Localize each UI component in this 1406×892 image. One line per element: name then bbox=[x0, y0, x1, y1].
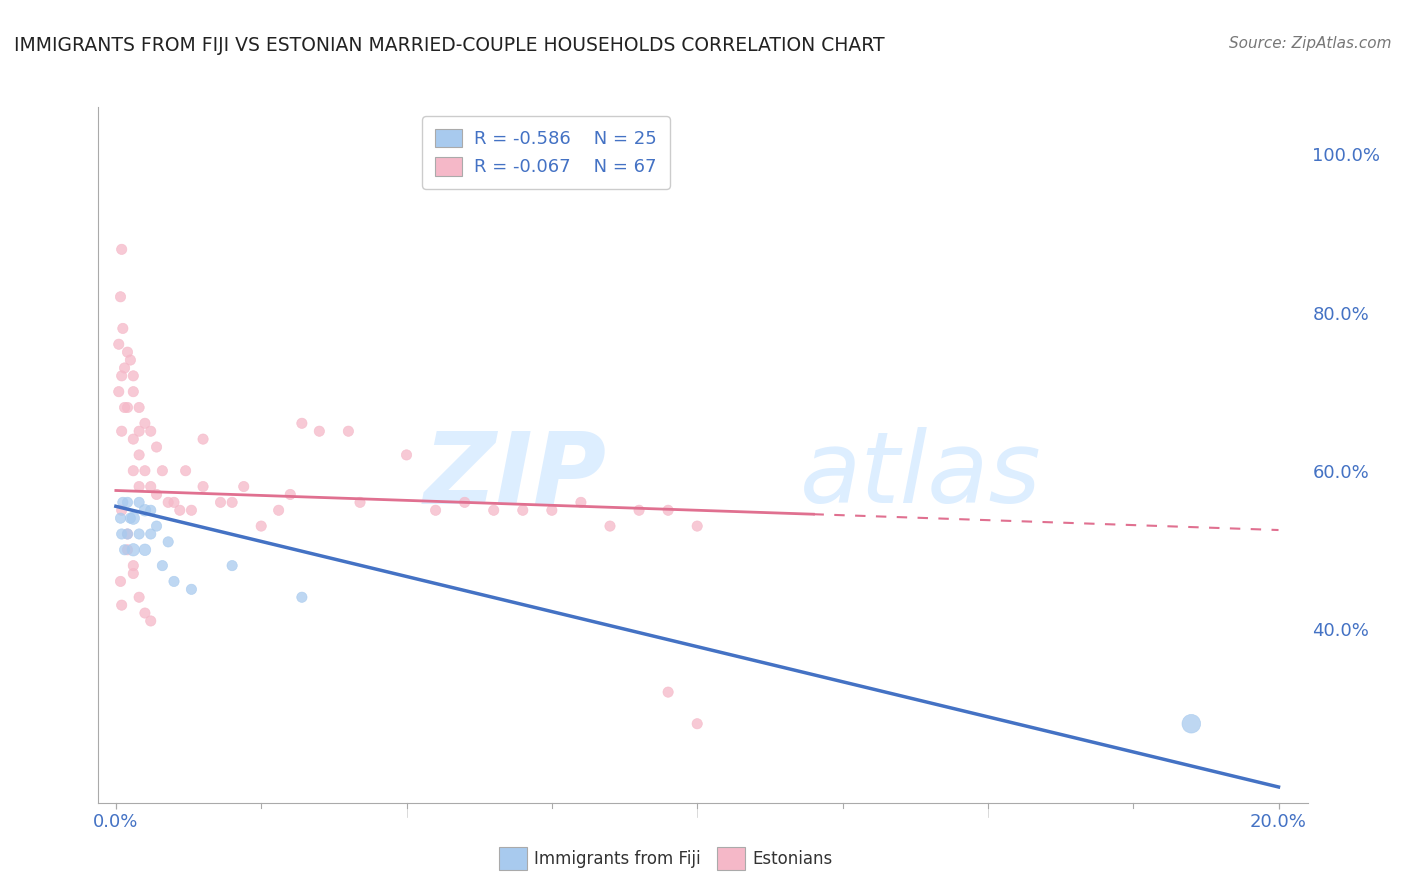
Point bbox=[453, 495, 475, 509]
Point bbox=[278, 487, 301, 501]
Point bbox=[122, 368, 145, 383]
Point bbox=[657, 685, 679, 699]
Point bbox=[221, 495, 243, 509]
Point bbox=[117, 345, 139, 359]
Point bbox=[122, 464, 145, 478]
Point bbox=[111, 424, 134, 438]
Point bbox=[117, 527, 139, 541]
Point bbox=[145, 440, 167, 454]
Point bbox=[157, 495, 180, 509]
Point bbox=[569, 495, 592, 509]
Text: Source: ZipAtlas.com: Source: ZipAtlas.com bbox=[1229, 36, 1392, 51]
Point bbox=[134, 606, 156, 620]
Point bbox=[139, 424, 162, 438]
Point bbox=[337, 424, 360, 438]
Point bbox=[134, 542, 156, 557]
Point bbox=[1180, 716, 1202, 731]
Point bbox=[657, 503, 679, 517]
Legend: R = -0.586    N = 25, R = -0.067    N = 67: R = -0.586 N = 25, R = -0.067 N = 67 bbox=[422, 116, 669, 189]
Point bbox=[134, 464, 156, 478]
Point bbox=[139, 614, 162, 628]
Point bbox=[122, 432, 145, 446]
Point bbox=[686, 716, 709, 731]
Point bbox=[349, 495, 371, 509]
Point bbox=[157, 534, 180, 549]
Point bbox=[122, 511, 145, 525]
Point bbox=[111, 495, 134, 509]
Point bbox=[163, 495, 186, 509]
Point bbox=[139, 527, 162, 541]
Point bbox=[114, 401, 136, 415]
Point bbox=[145, 519, 167, 533]
Point bbox=[110, 290, 132, 304]
Point bbox=[540, 503, 562, 517]
Point bbox=[150, 464, 173, 478]
Point bbox=[120, 511, 142, 525]
Point bbox=[111, 368, 134, 383]
Point bbox=[111, 527, 134, 541]
Text: Immigrants from Fiji: Immigrants from Fiji bbox=[534, 850, 702, 868]
Point bbox=[174, 464, 197, 478]
Point bbox=[114, 542, 136, 557]
Point bbox=[128, 591, 150, 605]
Point bbox=[111, 598, 134, 612]
Point bbox=[128, 448, 150, 462]
Text: Estonians: Estonians bbox=[752, 850, 832, 868]
Point bbox=[117, 495, 139, 509]
Point bbox=[111, 321, 134, 335]
Point bbox=[191, 432, 214, 446]
Point bbox=[139, 503, 162, 517]
Point bbox=[117, 401, 139, 415]
Point bbox=[291, 591, 314, 605]
Point bbox=[169, 503, 191, 517]
Point bbox=[128, 479, 150, 493]
Point bbox=[120, 353, 142, 368]
Point bbox=[232, 479, 254, 493]
Point bbox=[107, 337, 129, 351]
Point bbox=[221, 558, 243, 573]
Point bbox=[111, 243, 134, 257]
Point bbox=[122, 566, 145, 581]
Point bbox=[686, 519, 709, 533]
Point bbox=[209, 495, 232, 509]
Point bbox=[395, 448, 418, 462]
Point bbox=[111, 503, 134, 517]
Point bbox=[117, 542, 139, 557]
Text: IMMIGRANTS FROM FIJI VS ESTONIAN MARRIED-COUPLE HOUSEHOLDS CORRELATION CHART: IMMIGRANTS FROM FIJI VS ESTONIAN MARRIED… bbox=[14, 36, 884, 54]
Point bbox=[117, 527, 139, 541]
Point bbox=[110, 574, 132, 589]
Point bbox=[122, 384, 145, 399]
Point bbox=[139, 479, 162, 493]
Point bbox=[150, 558, 173, 573]
Point bbox=[308, 424, 330, 438]
Point bbox=[599, 519, 621, 533]
Point bbox=[114, 361, 136, 376]
Point bbox=[128, 424, 150, 438]
Point bbox=[482, 503, 505, 517]
Point bbox=[122, 558, 145, 573]
Point bbox=[250, 519, 273, 533]
Point bbox=[128, 401, 150, 415]
Point bbox=[628, 503, 651, 517]
Point bbox=[110, 511, 132, 525]
Point bbox=[180, 503, 202, 517]
Point bbox=[163, 574, 186, 589]
Point bbox=[128, 495, 150, 509]
Point bbox=[145, 487, 167, 501]
Point bbox=[180, 582, 202, 597]
Point bbox=[122, 542, 145, 557]
Text: ZIP: ZIP bbox=[423, 427, 606, 524]
Point bbox=[425, 503, 447, 517]
Point bbox=[134, 417, 156, 431]
Point bbox=[128, 527, 150, 541]
Point bbox=[191, 479, 214, 493]
Text: atlas: atlas bbox=[800, 427, 1042, 524]
Point bbox=[512, 503, 534, 517]
Point bbox=[107, 384, 129, 399]
Point bbox=[291, 417, 314, 431]
Point bbox=[267, 503, 290, 517]
Point bbox=[134, 503, 156, 517]
